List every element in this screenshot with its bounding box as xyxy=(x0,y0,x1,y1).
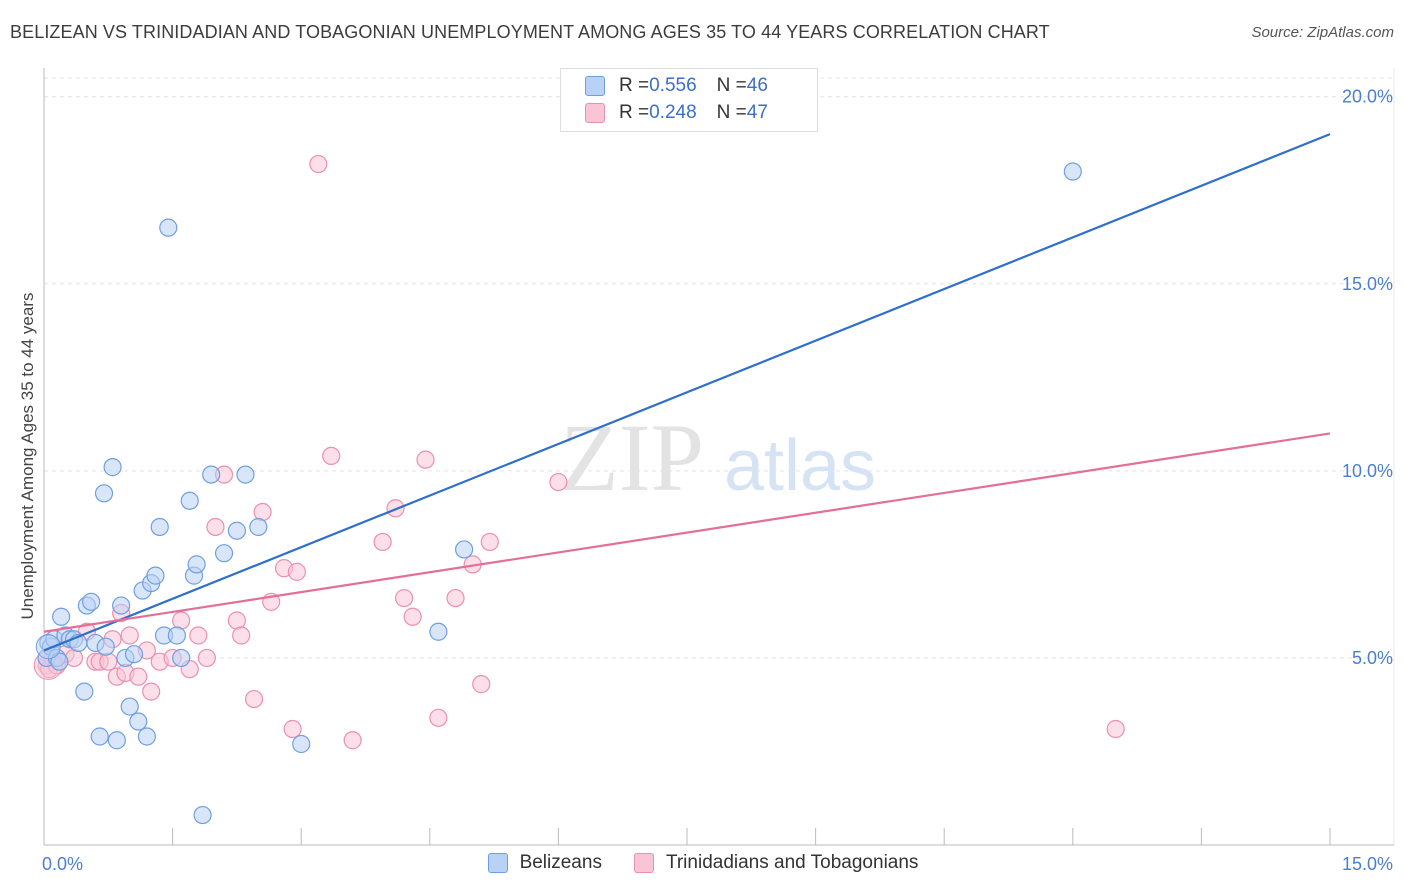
trinidadian-point xyxy=(227,611,246,630)
trinidadian-point xyxy=(253,502,272,522)
trinidadian-point xyxy=(142,682,161,701)
belizean-point xyxy=(90,727,109,746)
legend-item-trinidadians[interactable]: Trinidadians and Tobagonians xyxy=(633,852,919,874)
trinidadian-point xyxy=(480,532,499,552)
belizean-point xyxy=(96,637,115,656)
belizean-point xyxy=(187,555,206,574)
axes-layer xyxy=(43,68,1394,846)
legend-row-trinidadians: R = 0.248 N = 47 xyxy=(585,102,768,124)
grid-layer xyxy=(44,68,1395,845)
y-axis-label: Unemployment Among Ages 35 to 44 years xyxy=(18,292,37,620)
belizean-point xyxy=(82,592,101,611)
watermark-zip: ZIP xyxy=(560,404,704,511)
belizean-point xyxy=(107,731,126,750)
belizean-point xyxy=(75,682,94,701)
trinidadian-point xyxy=(343,731,362,750)
trinidadian-point xyxy=(197,648,216,668)
legend-n-label: N = xyxy=(716,102,747,123)
belizeans-swatch xyxy=(487,853,508,873)
trinidadian-point xyxy=(287,562,307,581)
tick-labels: 5.0% 10.0% 15.0% 20.0% 0.0% 15.0% xyxy=(42,87,1393,874)
trinidadian-trend-line xyxy=(43,432,1331,633)
legend-label-belizeans: Belizeans xyxy=(519,852,602,873)
belizean-point xyxy=(193,805,212,825)
legend-label-trinidadians: Trinidadians and Tobagonians xyxy=(665,852,919,873)
y-tick-label: 10.0% xyxy=(1342,461,1393,481)
belizean-point xyxy=(103,458,122,477)
belizean-point xyxy=(249,517,268,537)
trinidadian-point xyxy=(172,611,191,630)
belizean-point xyxy=(214,544,234,563)
legend-r-value: 0.248 xyxy=(649,102,697,123)
belizean-point xyxy=(167,626,186,645)
trinidadian-point xyxy=(99,652,118,671)
y-tick-label: 15.0% xyxy=(1342,274,1393,294)
trinidadian-point xyxy=(549,472,568,492)
trinidadian-point xyxy=(403,607,422,626)
belizean-point xyxy=(52,607,71,626)
source-credit: Source: ZipAtlas.com xyxy=(1251,24,1394,41)
belizean-points xyxy=(35,162,1082,825)
trinidadian-point xyxy=(206,517,225,537)
x-tick-label: 0.0% xyxy=(42,854,83,874)
watermark: ZIP atlas xyxy=(560,404,876,511)
trinidadian-point xyxy=(309,154,328,174)
belizean-point xyxy=(50,652,69,671)
trinidadian-point xyxy=(446,588,465,608)
trinidadian-point xyxy=(472,675,491,694)
trinidadian-point xyxy=(232,626,251,645)
legend-r-label: R = xyxy=(619,102,650,123)
trinidadian-point xyxy=(322,446,341,465)
belizean-point xyxy=(1063,162,1082,181)
belizean-point xyxy=(150,517,169,537)
belizean-point xyxy=(292,734,311,754)
belizean-point xyxy=(137,727,156,746)
belizean-point xyxy=(112,596,131,615)
belizean-point xyxy=(180,491,199,510)
trend-lines xyxy=(43,133,1331,652)
trinidadians-swatch xyxy=(585,103,605,123)
belizean-point xyxy=(124,645,144,664)
belizean-point xyxy=(94,484,114,503)
belizean-point xyxy=(146,566,165,585)
y-tick-label: 20.0% xyxy=(1342,87,1393,107)
belizean-point xyxy=(159,218,178,237)
legend-n-label: N = xyxy=(716,75,747,96)
belizean-point xyxy=(129,712,148,731)
legend-n-value: 46 xyxy=(746,75,768,96)
belizean-point xyxy=(429,622,448,641)
belizean-point xyxy=(35,634,61,660)
trinidadian-point xyxy=(244,689,264,709)
belizeans-swatch xyxy=(585,76,605,96)
belizean-point xyxy=(202,465,221,484)
x-tick-label: 15.0% xyxy=(1342,854,1393,874)
belizean-point xyxy=(454,540,474,559)
legend-n-value: 47 xyxy=(746,102,768,123)
trinidadians-swatch xyxy=(633,853,654,873)
correlation-legend: R = 0.556 N = 46 R = 0.248 N = 47 xyxy=(560,68,818,132)
chart-title: BELIZEAN VS TRINIDADIAN AND TOBAGONIAN U… xyxy=(10,22,1050,42)
series-legend: Belizeans Trinidadians and Tobagonians xyxy=(0,852,1406,874)
belizean-point xyxy=(172,648,191,668)
trinidadian-point xyxy=(129,667,148,686)
belizean-trend-line xyxy=(43,133,1331,652)
legend-item-belizeans[interactable]: Belizeans xyxy=(487,852,602,874)
trinidadian-point xyxy=(120,626,139,645)
belizean-point xyxy=(236,465,255,484)
legend-row-belizeans: R = 0.556 N = 46 xyxy=(585,75,768,97)
trinidadian-point xyxy=(416,450,435,469)
watermark-atlas: atlas xyxy=(724,426,876,506)
legend-r-value: 0.556 xyxy=(649,75,697,96)
trinidadian-point xyxy=(283,719,302,739)
y-tick-label: 5.0% xyxy=(1352,648,1393,668)
trinidadian-point xyxy=(189,626,208,645)
trinidadian-point xyxy=(373,532,392,552)
legend-r-label: R = xyxy=(619,75,650,96)
belizean-point xyxy=(120,697,139,716)
trinidadian-point xyxy=(1106,719,1125,739)
trinidadian-point xyxy=(429,708,448,727)
trinidadian-point xyxy=(394,588,414,608)
belizean-point xyxy=(227,521,246,540)
